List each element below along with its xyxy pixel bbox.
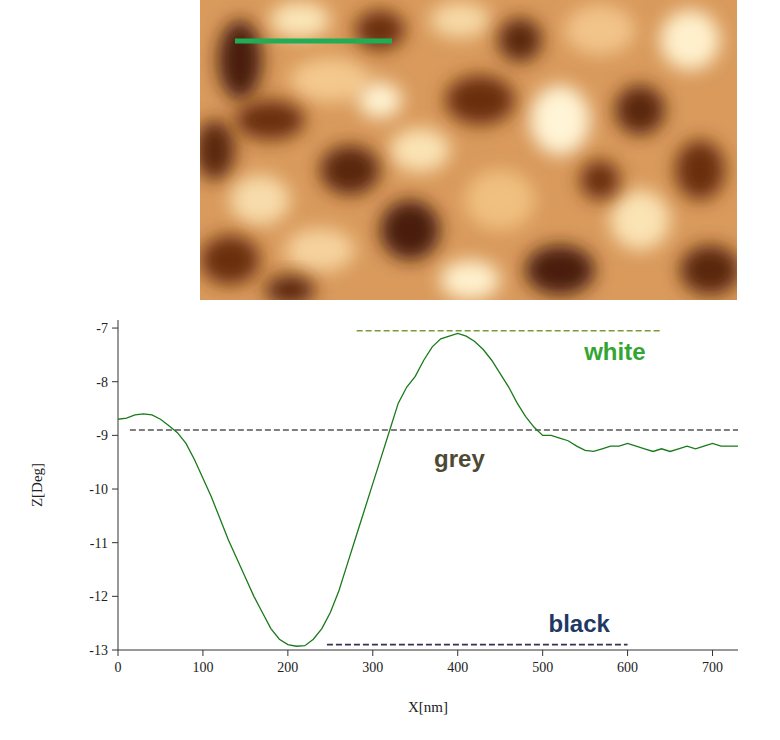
x-tick	[202, 650, 203, 656]
image-feature	[445, 75, 515, 125]
level-label: black	[548, 610, 610, 637]
image-feature	[390, 128, 450, 172]
image-feature	[565, 5, 635, 55]
y-axis	[118, 320, 119, 650]
y-tick	[112, 435, 118, 436]
y-tick-label: -7	[96, 321, 108, 336]
y-tick	[112, 650, 118, 651]
y-tick-label: -11	[90, 536, 108, 551]
y-tick-label: -10	[89, 482, 108, 497]
image-feature	[200, 120, 235, 180]
y-tick-label: -9	[96, 428, 108, 443]
x-tick-label: 200	[277, 660, 298, 675]
image-feature	[265, 275, 315, 300]
image-feature	[380, 200, 440, 260]
image-feature	[230, 175, 290, 225]
x-axis-title: X[nm]	[408, 699, 448, 715]
image-feature	[270, 2, 330, 38]
image-feature	[235, 100, 305, 140]
figure: -13 -12 -11 -10 -9 -8 -7 0 100 200 300 400 500 600 700…	[0, 0, 780, 740]
level-line	[130, 429, 738, 431]
x-axis	[118, 650, 738, 651]
x-tick-label: 600	[617, 660, 638, 675]
image-feature	[200, 235, 260, 285]
x-tick-label: 400	[447, 660, 468, 675]
level-label: grey	[434, 445, 485, 472]
image-feature	[430, 2, 490, 38]
image-feature	[290, 58, 370, 102]
y-tick	[112, 542, 118, 543]
image-feature	[498, 18, 542, 62]
image-feature	[218, 20, 262, 100]
plot-area	[118, 331, 738, 647]
image-feature	[355, 10, 405, 50]
y-tick-label: -13	[89, 643, 108, 658]
y-tick	[112, 381, 118, 382]
y-tick	[112, 489, 118, 490]
profile-line	[118, 333, 738, 646]
x-tick-label: 300	[362, 660, 383, 675]
x-tick	[372, 650, 373, 656]
x-tick	[287, 650, 288, 656]
image-feature	[660, 10, 720, 70]
y-tick-label: -12	[89, 589, 108, 604]
image-feature	[580, 160, 620, 200]
y-tick	[112, 596, 118, 597]
image-feature	[675, 140, 725, 200]
image-ground	[200, 0, 737, 300]
image-feature	[320, 145, 380, 195]
x-tick	[542, 650, 543, 656]
y-tick-label: -8	[96, 375, 108, 390]
image-feature	[525, 245, 595, 295]
afm-image	[200, 0, 737, 300]
x-tick	[118, 650, 119, 656]
image-feature	[680, 245, 737, 295]
image-feature	[610, 190, 670, 250]
level-label: white	[583, 338, 645, 365]
x-tick-label: 100	[192, 660, 213, 675]
image-feature	[358, 82, 402, 118]
level-line	[327, 644, 628, 646]
image-feature	[465, 170, 535, 230]
y-tick	[112, 328, 118, 329]
image-feature	[285, 228, 355, 272]
x-tick	[627, 650, 628, 656]
profile-marker	[235, 39, 392, 44]
level-line	[357, 330, 662, 332]
image-feature	[440, 260, 500, 300]
x-tick-label: 700	[702, 660, 723, 675]
x-tick-label: 500	[532, 660, 553, 675]
image-feature	[530, 85, 590, 155]
y-axis-title: Z[Deg]	[29, 463, 45, 507]
x-tick	[457, 650, 458, 656]
x-tick-label: 0	[115, 660, 122, 675]
image-feature	[615, 85, 665, 135]
x-tick	[712, 650, 713, 656]
